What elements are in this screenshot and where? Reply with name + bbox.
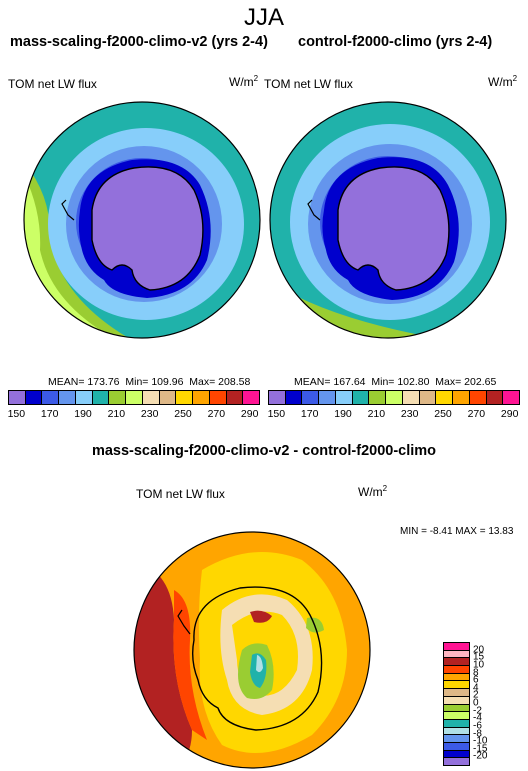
diff-colorbar-swatch <box>444 742 469 751</box>
panel2-colorbar-tick-label: 210 <box>367 408 386 420</box>
diff-colorbar-tick-label: 15 <box>473 651 485 663</box>
diff-colorbar-swatch <box>444 750 469 759</box>
panel1-colorbar-swatch <box>92 391 110 404</box>
panel2-colorbar-swatch <box>453 391 470 404</box>
panel2-stats: MEAN= 167.64 Min= 102.80 Max= 202.65 <box>294 376 497 388</box>
panel2-colorbar-tick-label: 170 <box>300 408 319 420</box>
diff-variable: TOM net LW flux <box>136 487 225 501</box>
panel1-title: mass-scaling-f2000-climo-v2 (yrs 2-4) <box>10 34 268 50</box>
diff-colorbar-swatch <box>444 719 469 728</box>
panel2-colorbar-swatch <box>302 391 320 404</box>
diff-colorbar-swatch <box>444 673 469 682</box>
panel1-colorbar-tick-label: 150 <box>7 408 26 420</box>
panel1-colorbar-swatch <box>9 391 26 404</box>
panel1-stats: MEAN= 173.76 Min= 109.96 Max= 208.58 <box>48 376 251 388</box>
diff-colorbar-swatch <box>444 658 469 667</box>
diff-colorbar-swatch <box>444 689 469 697</box>
diff-colorbar-tick-label: -10 <box>473 735 488 747</box>
diff-colorbar-swatch <box>444 696 469 705</box>
diff-minmax: MIN = -8.41 MAX = 13.83 <box>400 526 514 537</box>
diff-colorbar-swatch <box>444 712 469 720</box>
panel2-colorbar-swatch <box>352 391 370 404</box>
panel2-colorbar-tick-label: 250 <box>434 408 452 420</box>
panel2-colorbar-tick-label: 190 <box>334 408 352 420</box>
diff-colorbar-tick-label: 4 <box>473 682 479 694</box>
diff-colorbar-swatch <box>444 727 469 736</box>
diff-colorbar-swatch <box>444 704 469 713</box>
panel1-colorbar-swatch <box>226 391 244 404</box>
panel1-colorbar-swatch <box>209 391 227 404</box>
panel1-colorbar-tick-label: 230 <box>140 408 159 420</box>
panel1-colorbar-swatch <box>109 391 127 404</box>
panel1-colorbar-tick-label: 210 <box>107 408 126 420</box>
panel2-colorbar-swatch <box>419 391 437 404</box>
panel2-units: W/m2 <box>488 74 518 89</box>
diff-colorbar-swatch <box>444 681 469 690</box>
diff-colorbar-tick-label: -6 <box>473 720 482 732</box>
season-title: JJA <box>243 4 284 31</box>
panel2-colorbar-tick-label: 230 <box>400 408 419 420</box>
panel1-colorbar-swatch <box>42 391 60 404</box>
panel1-colorbar-swatch <box>25 391 43 404</box>
panel2-colorbar-swatch <box>386 391 403 404</box>
panel2-colorbar-swatch <box>436 391 454 404</box>
panel2-colorbar-tick-label: 270 <box>467 408 486 420</box>
diff-colorbar-tick-label: 8 <box>473 667 479 678</box>
diff-colorbar-tick-label: -4 <box>473 712 482 724</box>
panel1-colorbar-tick-label: 290 <box>240 408 259 420</box>
panel2-colorbar-swatch <box>469 391 487 404</box>
panel1-colorbar <box>8 390 260 405</box>
panel1-colorbar-swatch <box>126 391 143 404</box>
diff-units: W/m2 <box>358 484 388 499</box>
diff-colorbar-tick-label: 10 <box>473 659 485 671</box>
diff-colorbar-swatch <box>444 650 469 659</box>
diff-colorbar-swatch <box>444 735 469 743</box>
panel1-colorbar-tick-label: 190 <box>74 408 92 420</box>
panel2-colorbar <box>268 390 520 405</box>
panel2-title: control-f2000-climo (yrs 2-4) <box>298 34 493 50</box>
panel2-colorbar-swatch <box>369 391 387 404</box>
panel1-colorbar-swatch <box>243 391 260 404</box>
diff-colorbar-tick-label: -20 <box>473 750 488 762</box>
panel2-colorbar-swatch <box>335 391 353 404</box>
panel1-variable: TOM net LW flux <box>8 77 97 91</box>
panel1-colorbar-swatch <box>159 391 177 404</box>
panel2-map <box>269 101 507 339</box>
diff-colorbar-tick-label: 0 <box>473 697 479 709</box>
panel1-colorbar-swatch <box>75 391 93 404</box>
diff-colorbar-swatch <box>444 643 469 651</box>
panel1-map <box>23 101 261 339</box>
panel1-colorbar-swatch <box>193 391 210 404</box>
panel1-colorbar-tick-label: 170 <box>40 408 59 420</box>
panel1-colorbar-swatch <box>142 391 160 404</box>
diff-map <box>133 531 371 769</box>
panel2-colorbar-swatch <box>486 391 504 404</box>
panel2-colorbar-swatch <box>319 391 336 404</box>
panel2-colorbar-swatch <box>285 391 303 404</box>
diff-colorbar-tick-label: -15 <box>473 743 488 755</box>
panel1-colorbar-swatch <box>59 391 76 404</box>
panel1-colorbar-tick-label: 270 <box>207 408 226 420</box>
diff-colorbar-swatch <box>444 758 469 765</box>
diff-colorbar-tick-label: -2 <box>473 705 482 717</box>
diff-colorbar-tick-label: 20 <box>473 644 485 656</box>
panel2-colorbar-swatch <box>402 391 420 404</box>
panel2-colorbar-tick-label: 150 <box>267 408 286 420</box>
panel1-units: W/m2 <box>229 74 259 89</box>
diff-colorbar-tick-label: 6 <box>473 674 479 686</box>
diff-colorbar-tick-label: -8 <box>473 728 482 739</box>
diff-title: mass-scaling-f2000-climo-v2 - control-f2… <box>91 443 437 459</box>
diff-colorbar-tick-label: 2 <box>473 689 479 701</box>
panel2-variable: TOM net LW flux <box>264 77 353 91</box>
diff-colorbar <box>443 642 470 766</box>
panel2-colorbar-swatch <box>503 391 520 404</box>
panel2-colorbar-swatch <box>269 391 286 404</box>
panel1-colorbar-tick-label: 250 <box>174 408 192 420</box>
panel1-colorbar-swatch <box>176 391 194 404</box>
panel2-colorbar-tick-label: 290 <box>500 408 519 420</box>
diff-colorbar-swatch <box>444 666 469 674</box>
